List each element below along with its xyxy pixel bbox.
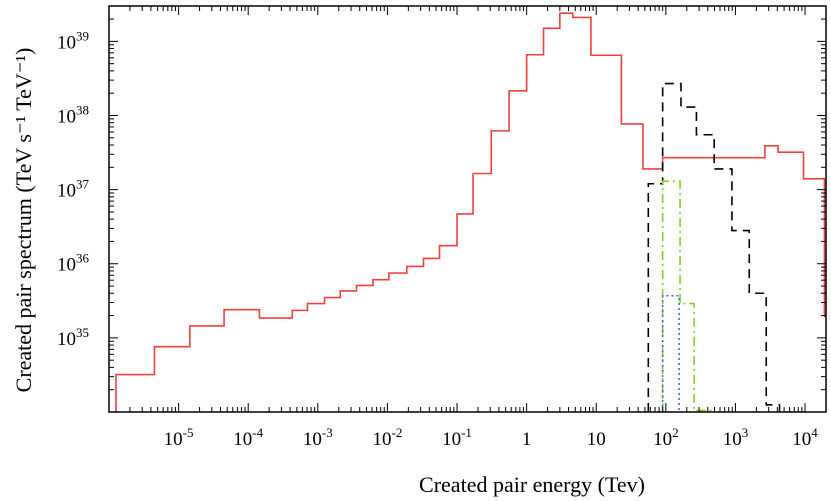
x-axis-title: Created pair energy (Tev)	[419, 472, 645, 497]
plot-frame	[108, 5, 827, 413]
x-tick-label: 102	[653, 425, 679, 450]
x-tick-label: 10-4	[233, 425, 263, 450]
x-tick-label: 104	[792, 425, 818, 450]
x-tick-label: 10-5	[164, 425, 194, 450]
x-tick-label: 103	[723, 425, 749, 450]
y-tick-label: 1038	[57, 102, 89, 127]
series-dash-dot-line	[661, 180, 716, 412]
series-dotted-line	[661, 294, 680, 412]
y-tick-label: 1039	[57, 28, 89, 53]
x-tick-label: 10-1	[442, 425, 472, 450]
y-tick-label: 1037	[57, 177, 90, 202]
y-axis-title: Created pair spectrum (TeV s⁻¹ TeV⁻¹)	[11, 48, 36, 393]
x-tick-label: 10-3	[303, 425, 333, 450]
series-total-line	[115, 12, 826, 412]
axis-ticks	[108, 5, 827, 413]
x-tick-label: 1	[522, 429, 532, 450]
series-dashed-line	[647, 82, 793, 412]
plot-area	[115, 12, 826, 412]
x-tick-label: 10	[587, 429, 606, 450]
y-tick-label: 1036	[57, 251, 90, 276]
x-tick-label: 10-2	[372, 425, 402, 450]
tick-labels: 10-5 10-4 10-3 10-2 10-1 1 10 102 103 104 1035 1036…	[57, 28, 818, 450]
y-tick-label: 1035	[57, 325, 89, 350]
